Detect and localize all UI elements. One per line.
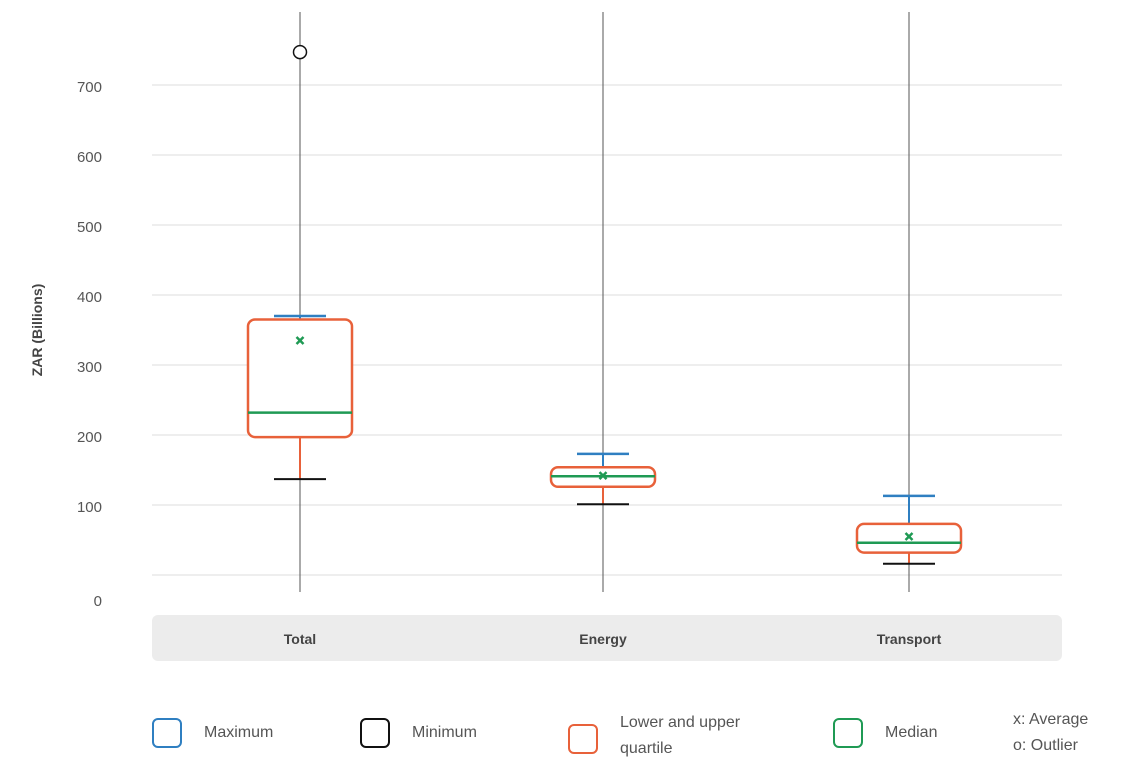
boxes bbox=[246, 12, 963, 592]
box-total bbox=[246, 12, 354, 592]
mean-marker-stroke-b bbox=[295, 336, 305, 345]
mean-marker-stroke-b bbox=[904, 532, 914, 541]
y-tick-label-0: 0 bbox=[94, 593, 102, 610]
mean-marker-transport bbox=[904, 532, 914, 541]
category-label-energy: Energy bbox=[579, 631, 627, 647]
mean-marker-energy bbox=[598, 471, 608, 480]
legend-swatch-quartile bbox=[568, 724, 598, 754]
category-axis-band bbox=[152, 615, 1062, 661]
legend-swatch-median bbox=[833, 718, 863, 748]
legend-swatch-maximum bbox=[152, 718, 182, 748]
legend-label-minimum: Minimum bbox=[412, 724, 477, 741]
category-labels: Total Energy Transport bbox=[284, 631, 942, 647]
box-transport bbox=[855, 12, 963, 592]
y-tick-label-400: 400 bbox=[77, 289, 102, 306]
box-energy bbox=[549, 12, 657, 592]
y-axis-ticks: 0 100 200 300 400 500 600 700 bbox=[77, 79, 102, 610]
legend-item-median: Median bbox=[833, 718, 937, 748]
y-axis-label: ZAR (Billions) bbox=[29, 284, 45, 377]
legend-item-maximum: Maximum bbox=[152, 718, 273, 748]
mean-marker-total bbox=[295, 336, 305, 345]
y-tick-label-100: 100 bbox=[77, 499, 102, 516]
legend-note-outlier: o: Outlier bbox=[1013, 737, 1078, 754]
category-label-total: Total bbox=[284, 631, 316, 647]
legend-swatch-minimum bbox=[360, 718, 390, 748]
y-tick-label-700: 700 bbox=[77, 79, 102, 96]
category-label-transport: Transport bbox=[877, 631, 942, 647]
quartile-box-total bbox=[246, 318, 354, 439]
y-tick-label-600: 600 bbox=[77, 149, 102, 166]
y-tick-label-300: 300 bbox=[77, 359, 102, 376]
outlier-point-total-0 bbox=[292, 44, 308, 60]
legend-note-average: x: Average bbox=[1013, 711, 1089, 728]
legend-item-quartile: Lower and upper quartile bbox=[568, 710, 780, 762]
legend-label-quartile: Lower and upper quartile bbox=[620, 714, 741, 757]
y-tick-label-500: 500 bbox=[77, 219, 102, 236]
legend-label-median: Median bbox=[885, 724, 938, 741]
y-tick-label-200: 200 bbox=[77, 429, 102, 446]
legend: Maximum Minimum Lower and upper quartile… bbox=[0, 700, 1132, 758]
mean-marker-stroke-b bbox=[598, 471, 608, 480]
legend-label-maximum: Maximum bbox=[204, 724, 274, 741]
legend-item-minimum: Minimum bbox=[360, 718, 477, 748]
